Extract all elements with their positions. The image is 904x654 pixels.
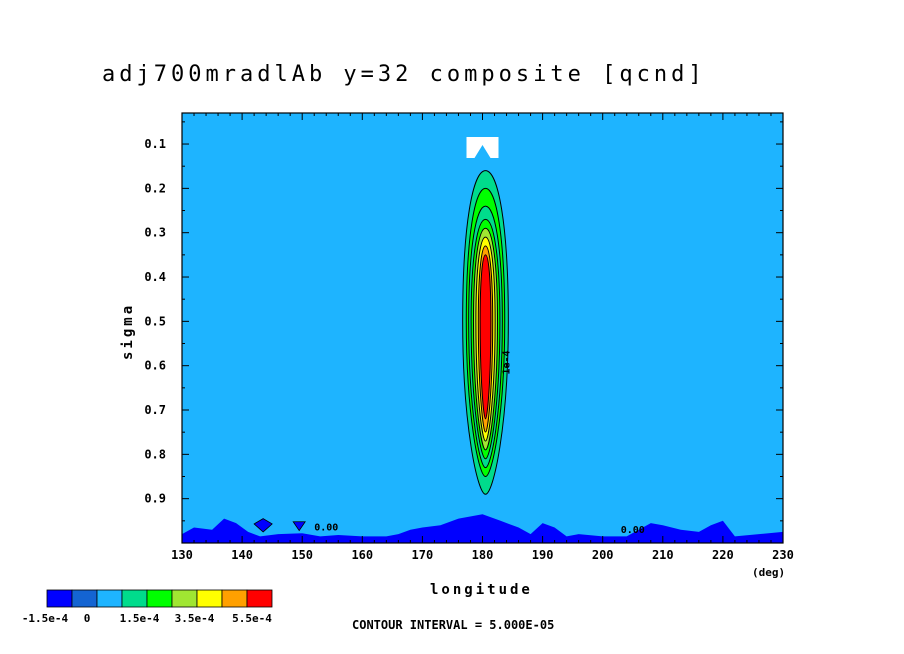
chart-title: adj700mradlAb y=32 composite [qcnd] (102, 62, 706, 87)
colorbar-label: -1.5e-4 (22, 612, 69, 625)
y-tick-label: 0.8 (144, 447, 166, 461)
colorbar-swatch (71, 589, 98, 608)
x-tick-label: 130 (171, 548, 193, 562)
x-axis: 130 140 150 160 170 180 190 200 210 220 230 (171, 113, 794, 562)
colorbar-label: 3.5e-4 (175, 612, 215, 625)
x-tick-label: 150 (291, 548, 313, 562)
colorbar-label: 5.5e-4 (232, 612, 272, 625)
y-tick-label: 0.2 (144, 181, 166, 195)
x-tick-label: 190 (532, 548, 554, 562)
contour-label: 0.00 (314, 523, 338, 534)
y-tick-label: 0.9 (144, 492, 166, 506)
colorbar: -1.5e-4 0 1.5e-4 3.5e-4 5.5e-4 (22, 589, 273, 625)
x-tick-label: 180 (472, 548, 494, 562)
y-tick-label: 0.6 (144, 359, 166, 373)
y-tick-label: 0.4 (144, 270, 166, 284)
colorbar-swatch (171, 589, 198, 608)
x-tick-label: 230 (772, 548, 794, 562)
y-axis-label: sigma (120, 302, 136, 360)
colorbar-swatch (121, 589, 148, 608)
x-axis-label: longitude (430, 582, 533, 598)
x-tick-label: 200 (592, 548, 614, 562)
x-tick-label: 160 (351, 548, 373, 562)
x-tick-label: 210 (652, 548, 674, 562)
contour-level (479, 254, 492, 420)
y-tick-label: 0.7 (144, 403, 166, 417)
negative-cell (253, 518, 273, 533)
colorbar-swatch (246, 589, 273, 608)
x-tick-label: 140 (231, 548, 253, 562)
x-tick-label: 220 (712, 548, 734, 562)
colorbar-label: 1.5e-4 (120, 612, 160, 625)
contour-label: 1e-4 (502, 350, 513, 374)
colorbar-swatch (146, 589, 173, 608)
x-tick-label: 170 (412, 548, 434, 562)
y-tick-label: 0.1 (144, 137, 166, 151)
colorbar-label: 0 (84, 612, 91, 625)
colorbar-swatch (46, 589, 73, 608)
y-tick-label: 0.5 (144, 314, 166, 328)
top-marker (466, 137, 499, 158)
negative-cell (292, 521, 306, 532)
contour-label: 0.00 (621, 525, 645, 536)
y-tick-label: 0.3 (144, 226, 166, 240)
negative-surface-region (182, 514, 783, 543)
colorbar-swatch (221, 589, 248, 608)
contour-interval: CONTOUR INTERVAL = 5.000E-05 (352, 618, 555, 632)
x-axis-unit: (deg) (752, 566, 786, 579)
plot-area: 0.00 0.00 1e-4 (181, 112, 784, 544)
colorbar-swatch (96, 589, 123, 608)
colorbar-swatch (196, 589, 223, 608)
y-axis: 0.1 0.2 0.3 0.4 0.5 0.6 0.7 0.8 0.9 (144, 121, 783, 522)
